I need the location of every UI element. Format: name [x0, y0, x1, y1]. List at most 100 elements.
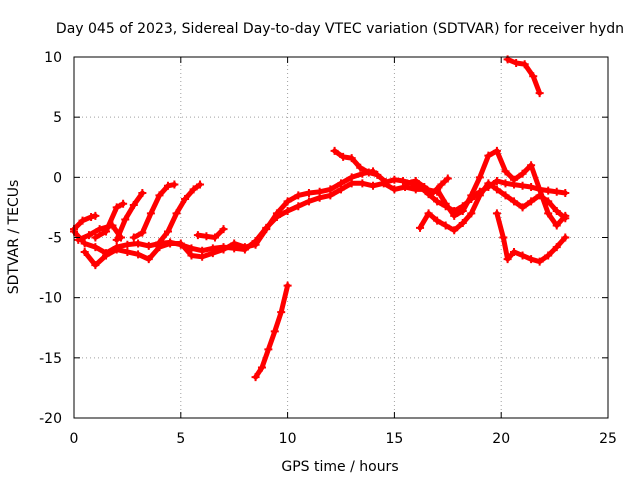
series-line — [82, 168, 376, 268]
data-point — [527, 255, 536, 264]
series-track-16 — [403, 174, 452, 197]
data-point — [529, 72, 538, 81]
data-point — [544, 186, 553, 195]
data-point — [535, 257, 544, 266]
data-point — [411, 176, 420, 185]
data-point — [552, 243, 561, 252]
series-track-8 — [155, 180, 205, 247]
data-point — [503, 255, 512, 264]
data-point — [78, 216, 87, 225]
data-point — [80, 239, 89, 248]
data-point — [381, 178, 390, 187]
data-point — [294, 202, 303, 211]
data-points-layer — [70, 55, 570, 382]
series-track-5 — [91, 199, 128, 242]
data-point — [420, 182, 429, 191]
data-point — [112, 203, 121, 212]
data-point — [123, 247, 132, 256]
data-point — [283, 281, 292, 290]
data-point — [552, 221, 561, 230]
data-point — [347, 173, 356, 182]
data-point — [91, 233, 100, 242]
data-point — [187, 251, 196, 260]
data-point — [484, 179, 493, 188]
data-point — [240, 243, 249, 252]
data-point — [510, 197, 519, 206]
data-point — [95, 225, 104, 234]
data-point — [155, 191, 164, 200]
data-point — [112, 245, 121, 254]
x-tick-label: 15 — [385, 431, 403, 447]
data-point — [347, 154, 356, 163]
chart-title: Day 045 of 2023, Sidereal Day-to-day VTE… — [56, 21, 624, 37]
data-point — [193, 231, 202, 240]
data-point — [441, 199, 450, 208]
series-line — [434, 148, 568, 228]
data-point — [264, 345, 273, 354]
series-track-14 — [492, 209, 570, 266]
data-point — [138, 188, 147, 197]
data-point — [102, 251, 111, 260]
data-point — [492, 146, 501, 155]
data-point — [230, 239, 239, 248]
series-track-6 — [112, 188, 147, 244]
data-point — [189, 185, 198, 194]
data-point — [294, 191, 303, 200]
data-point — [134, 239, 143, 248]
data-point — [91, 261, 100, 270]
data-point — [561, 211, 570, 220]
data-point — [304, 188, 313, 197]
series-line — [494, 210, 568, 265]
data-point — [202, 232, 211, 241]
data-point — [356, 163, 365, 172]
x-tick-label: 10 — [279, 431, 297, 447]
data-point — [144, 241, 153, 250]
data-point — [501, 167, 510, 176]
data-point — [257, 363, 266, 372]
y-tick-label: 0 — [53, 170, 62, 186]
data-point — [358, 179, 367, 188]
y-tick-label: 10 — [44, 50, 62, 66]
data-point — [443, 174, 452, 183]
data-point — [91, 243, 100, 252]
data-point — [304, 197, 313, 206]
series-line — [253, 283, 291, 380]
data-point — [527, 182, 536, 191]
y-tick-label: -5 — [48, 231, 62, 247]
data-point — [330, 146, 339, 155]
data-point — [527, 197, 536, 206]
data-point — [181, 194, 190, 203]
data-point — [146, 209, 155, 218]
data-point — [219, 225, 228, 234]
data-point — [121, 215, 130, 224]
data-point — [437, 180, 446, 189]
series-track-9 — [193, 225, 228, 242]
data-point — [219, 245, 228, 254]
data-point — [518, 203, 527, 212]
x-tick-label: 0 — [70, 431, 79, 447]
data-point — [129, 201, 138, 210]
x-tick-label: 25 — [599, 431, 617, 447]
data-point — [272, 209, 281, 218]
data-point — [80, 247, 89, 256]
data-point — [270, 327, 279, 336]
data-point — [518, 251, 527, 260]
data-point — [499, 233, 508, 242]
data-point — [475, 191, 484, 200]
data-point — [262, 225, 271, 234]
data-point — [510, 247, 519, 256]
series-track-13 — [433, 146, 570, 230]
data-point — [561, 233, 570, 242]
series-line — [114, 190, 145, 243]
data-point — [501, 179, 510, 188]
data-point — [134, 250, 143, 259]
data-point — [176, 239, 185, 248]
data-point — [277, 308, 286, 317]
data-point — [552, 187, 561, 196]
data-point — [433, 197, 442, 206]
data-point — [129, 233, 138, 242]
data-point — [433, 216, 442, 225]
y-tick-label: -15 — [39, 351, 62, 367]
data-point — [163, 227, 172, 236]
